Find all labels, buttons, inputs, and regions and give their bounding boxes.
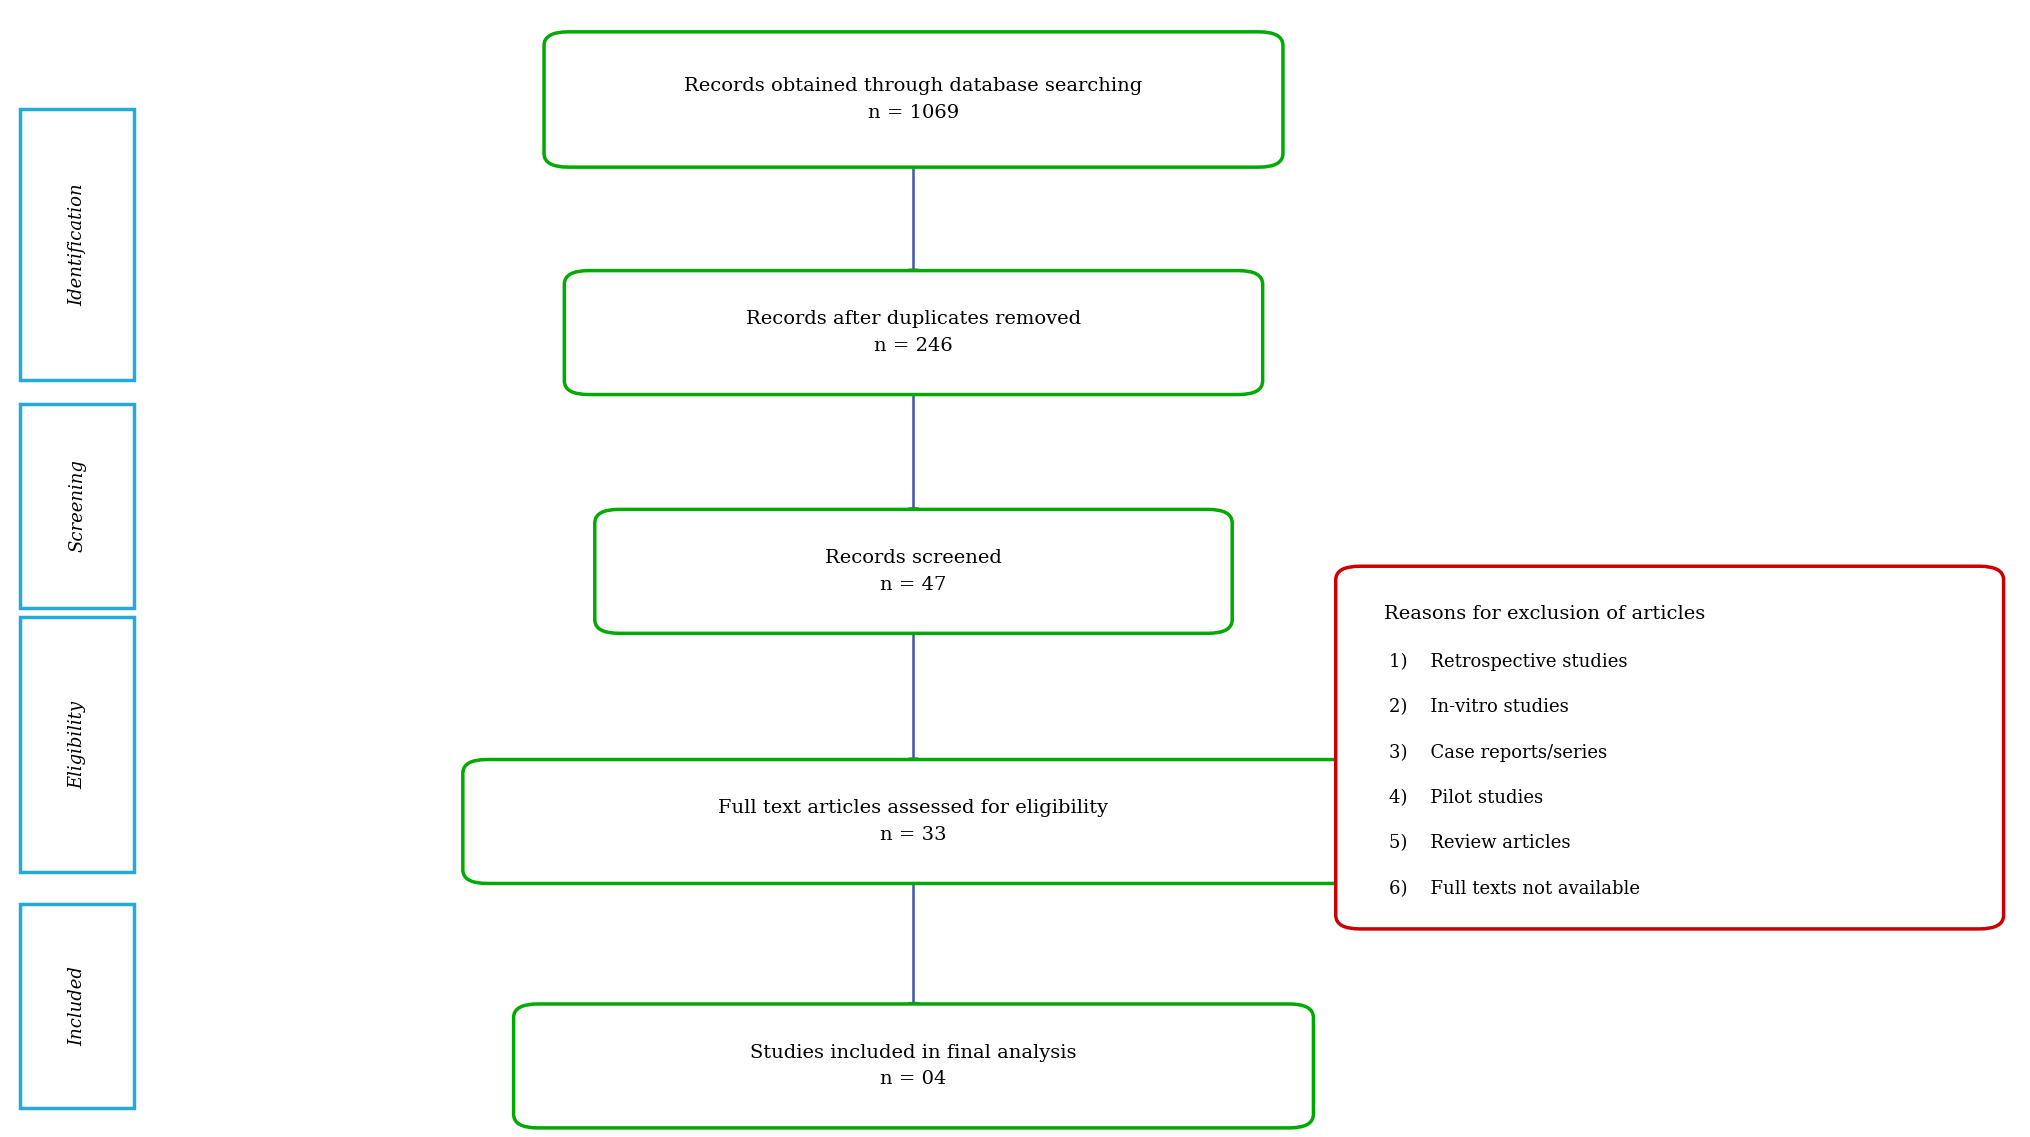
Text: Records screened
n = 47: Records screened n = 47	[824, 549, 1003, 594]
Text: Records after duplicates removed
n = 246: Records after duplicates removed n = 246	[745, 310, 1082, 355]
Text: 3)    Case reports/series: 3) Case reports/series	[1389, 744, 1606, 762]
FancyBboxPatch shape	[1336, 566, 2004, 929]
Text: 4)    Pilot studies: 4) Pilot studies	[1389, 789, 1543, 807]
Text: 1)    Retrospective studies: 1) Retrospective studies	[1389, 653, 1626, 671]
FancyBboxPatch shape	[20, 905, 134, 1107]
FancyBboxPatch shape	[595, 509, 1232, 633]
FancyBboxPatch shape	[20, 108, 134, 380]
FancyBboxPatch shape	[544, 32, 1283, 167]
FancyBboxPatch shape	[514, 1004, 1313, 1128]
FancyBboxPatch shape	[463, 760, 1364, 883]
Text: 2)    In-vitro studies: 2) In-vitro studies	[1389, 698, 1569, 716]
Text: Screening: Screening	[69, 459, 85, 553]
Text: Eligibility: Eligibility	[69, 700, 85, 789]
Text: Records obtained through database searching
n = 1069: Records obtained through database search…	[684, 77, 1143, 122]
Text: Reasons for exclusion of articles: Reasons for exclusion of articles	[1384, 605, 1705, 623]
Text: 6)    Full texts not available: 6) Full texts not available	[1389, 880, 1640, 898]
FancyBboxPatch shape	[564, 271, 1263, 395]
Text: Identification: Identification	[69, 183, 85, 306]
FancyBboxPatch shape	[20, 617, 134, 872]
Text: Full text articles assessed for eligibility
n = 33: Full text articles assessed for eligibil…	[719, 799, 1108, 844]
Text: Studies included in final analysis
n = 04: Studies included in final analysis n = 0…	[751, 1044, 1076, 1088]
Text: 5)    Review articles: 5) Review articles	[1389, 835, 1569, 853]
FancyBboxPatch shape	[20, 404, 134, 607]
Text: Included: Included	[69, 966, 85, 1046]
